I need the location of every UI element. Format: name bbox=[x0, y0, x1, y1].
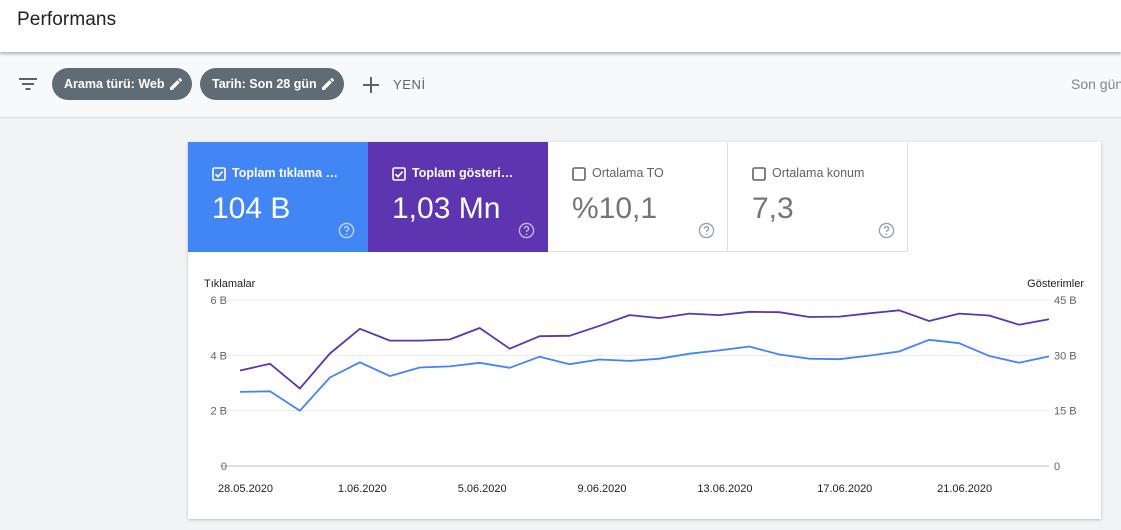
right-axis-title: Gösterimler bbox=[1027, 278, 1084, 290]
search-type-chip[interactable]: Arama türü: Web bbox=[52, 68, 192, 100]
checkbox-checked-icon[interactable] bbox=[392, 167, 406, 181]
metric-value: 104 B bbox=[212, 192, 291, 225]
x-axis-tick-label: 21.06.2020 bbox=[937, 483, 992, 495]
help-icon[interactable] bbox=[338, 222, 355, 239]
new-filter-label: YENİ bbox=[393, 77, 426, 92]
performance-chart-svg: Tıklamalar Gösterimler 0 0 2 B 15 B 4 B 30 B 6… bbox=[204, 278, 1084, 495]
clicks-series-line[interactable] bbox=[239, 338, 1050, 412]
left-axis-tick-label: 6 B bbox=[210, 295, 227, 307]
filter-icon[interactable] bbox=[18, 76, 38, 92]
left-axis-tick-label: 2 B bbox=[210, 406, 227, 418]
edit-pencil-icon[interactable] bbox=[320, 76, 336, 92]
date-range-chip-label: Tarih: Son 28 gün bbox=[212, 77, 317, 91]
checkbox-checked-icon[interactable] bbox=[212, 167, 226, 181]
right-axis-tick-label: 45 B bbox=[1054, 295, 1077, 307]
help-icon[interactable] bbox=[698, 222, 715, 239]
metric-label: Ortalama konum bbox=[772, 166, 865, 180]
x-axis-tick-label: 28.05.2020 bbox=[218, 483, 273, 495]
filter-bar: Arama türü: Web Tarih: Son 28 gün YENİ S… bbox=[0, 52, 1121, 118]
x-axis-tick-label: 17.06.2020 bbox=[817, 483, 872, 495]
x-axis-tick-label: 9.06.2020 bbox=[578, 483, 627, 495]
metric-average-position[interactable]: Ortalama konum 7,3 bbox=[728, 142, 908, 252]
impressions-series-line[interactable] bbox=[239, 309, 1050, 390]
performance-chart: Tıklamalar Gösterimler 0 0 2 B 15 B 4 B 30 B 6… bbox=[188, 262, 1101, 519]
right-axis-tick-label: 0 bbox=[1054, 461, 1060, 473]
right-axis-tick-label: 15 B bbox=[1054, 406, 1077, 418]
search-type-chip-label: Arama türü: Web bbox=[64, 77, 165, 91]
performance-card: Toplam tıklama sayısı 104 B Toplam göste… bbox=[188, 142, 1101, 519]
left-axis-tick-label: 0 bbox=[221, 461, 227, 473]
top-header: Performans bbox=[0, 0, 1121, 52]
metric-value: 1,03 Mn bbox=[392, 192, 501, 225]
metric-label: Toplam tıklama sayısı bbox=[232, 166, 344, 180]
metric-total-clicks[interactable]: Toplam tıklama sayısı 104 B bbox=[188, 142, 368, 252]
help-icon[interactable] bbox=[878, 222, 895, 239]
x-axis-tick-label: 5.06.2020 bbox=[458, 483, 507, 495]
date-range-chip[interactable]: Tarih: Son 28 gün bbox=[200, 68, 344, 100]
checkbox-unchecked-icon[interactable] bbox=[572, 167, 586, 181]
checkbox-unchecked-icon[interactable] bbox=[752, 167, 766, 181]
page-title: Performans bbox=[17, 9, 117, 30]
x-axis-tick-label: 1.06.2020 bbox=[338, 483, 387, 495]
metric-total-impressions[interactable]: Toplam gösterim sayısı 1,03 Mn bbox=[368, 142, 548, 252]
metric-label: Ortalama TO bbox=[592, 166, 664, 180]
metric-average-ctr[interactable]: Ortalama TO %10,1 bbox=[548, 142, 728, 252]
edit-pencil-icon[interactable] bbox=[168, 76, 184, 92]
metric-label: Toplam gösterim sayısı bbox=[412, 166, 524, 180]
last-updated-text: Son gün bbox=[1071, 76, 1121, 92]
left-axis-tick-label: 4 B bbox=[210, 350, 227, 362]
metric-value: 7,3 bbox=[752, 192, 794, 225]
metric-value: %10,1 bbox=[572, 192, 658, 225]
right-axis-tick-label: 30 B bbox=[1054, 350, 1077, 362]
help-icon[interactable] bbox=[518, 222, 535, 239]
left-axis-title: Tıklamalar bbox=[204, 278, 256, 290]
x-axis-tick-label: 13.06.2020 bbox=[697, 483, 752, 495]
plus-icon bbox=[363, 77, 379, 93]
